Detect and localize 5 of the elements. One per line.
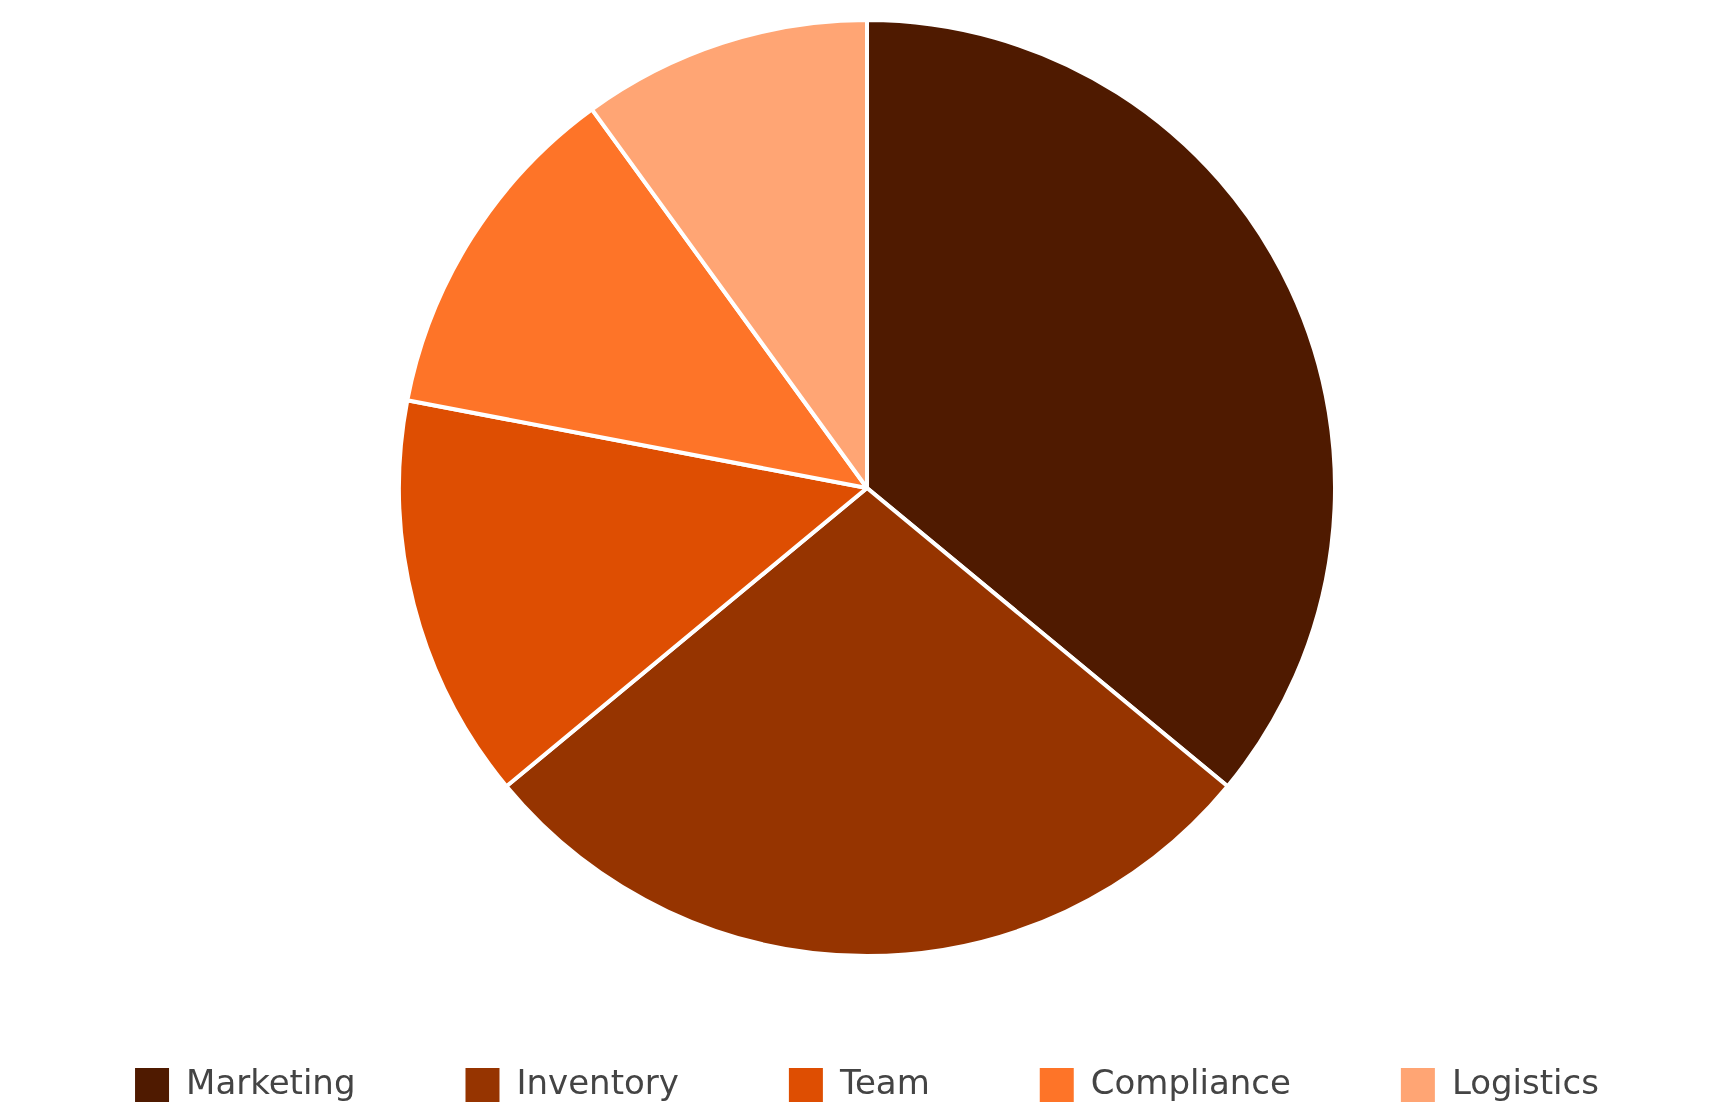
legend-label: Inventory	[516, 1061, 679, 1102]
legend-label: Compliance	[1090, 1061, 1291, 1102]
legend-label: Team	[838, 1061, 930, 1102]
legend-label: Logistics	[1451, 1061, 1599, 1102]
legend-label: Marketing	[186, 1061, 356, 1102]
